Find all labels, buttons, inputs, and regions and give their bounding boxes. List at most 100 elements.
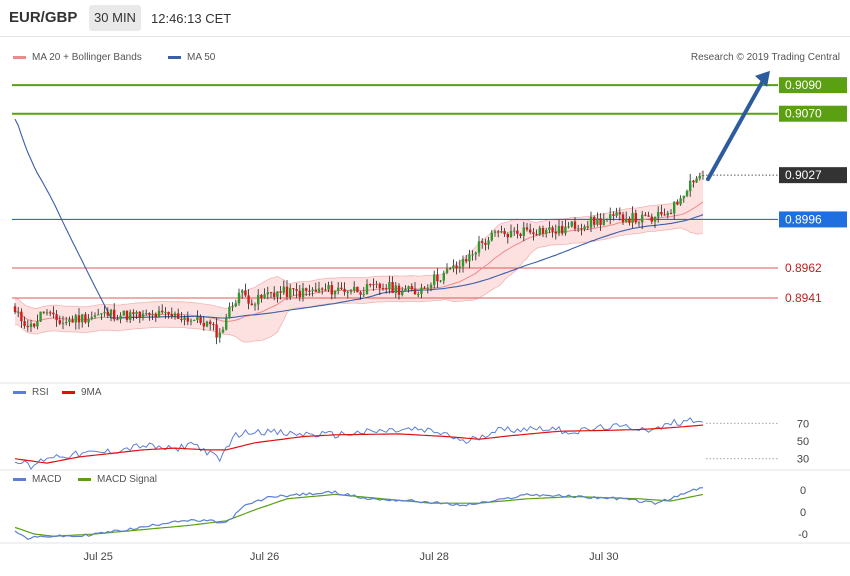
- symbol-title: EUR/GBP: [9, 9, 78, 26]
- rsi-tick-label: 50: [797, 436, 809, 448]
- forecast-arrow-shaft: [706, 76, 766, 182]
- candle-body: [106, 311, 109, 316]
- price-label-0-9070: 0.9070: [785, 107, 822, 121]
- legend-macd-swatch: [13, 478, 26, 481]
- candle-body: [663, 214, 666, 216]
- legend-rsi-swatch: [13, 391, 26, 394]
- clock-readout: 12:46:13 CET: [151, 11, 232, 26]
- candle-body: [605, 218, 609, 220]
- candle-body: [26, 325, 29, 328]
- candle-body: [311, 289, 314, 291]
- candle-body: [653, 216, 657, 222]
- candle-body: [666, 212, 669, 216]
- candle-body: [442, 272, 445, 281]
- candle-body: [65, 322, 68, 324]
- candle-body: [279, 291, 282, 293]
- candle-body: [356, 286, 359, 293]
- x-tick-label: Jul 25: [84, 551, 113, 563]
- candle-body: [490, 232, 493, 241]
- candle-body: [298, 290, 301, 298]
- candle-body: [660, 212, 663, 215]
- candle-body: [221, 329, 225, 333]
- candle-body: [17, 311, 20, 313]
- candle-body: [676, 201, 679, 205]
- legend-ma50-swatch: [168, 56, 181, 59]
- candle-body: [209, 321, 212, 325]
- candle-body: [692, 180, 695, 183]
- candle-body: [324, 289, 327, 291]
- candle-body: [253, 304, 257, 306]
- candle-body: [276, 291, 279, 297]
- candle-body: [359, 292, 362, 295]
- candle-body: [71, 319, 74, 323]
- candle-body: [164, 311, 167, 313]
- candle-body: [513, 230, 516, 232]
- candle-body: [241, 290, 244, 293]
- candle-body: [554, 231, 557, 234]
- candle-body: [218, 332, 221, 338]
- candle-body: [545, 230, 548, 234]
- candle-body: [375, 283, 378, 285]
- price-label-0-8941: 0.8941: [785, 291, 822, 305]
- chart-header: EUR/GBP 30 MIN 12:46:13 CET: [0, 0, 850, 36]
- candle-body: [634, 213, 637, 223]
- candle-body: [509, 231, 513, 238]
- candle-body: [61, 322, 65, 324]
- candle-body: [193, 320, 196, 322]
- candle-body: [407, 286, 410, 289]
- candle-body: [487, 240, 490, 245]
- bollinger-band: [15, 170, 703, 343]
- candle-body: [369, 284, 372, 286]
- candle-body: [244, 290, 247, 296]
- candle-body: [682, 195, 685, 199]
- candle-body: [631, 213, 634, 223]
- candle-body: [170, 314, 173, 317]
- candle-body: [481, 241, 484, 243]
- price-label-0-8996: 0.8996: [785, 212, 822, 226]
- candle-body: [593, 216, 596, 225]
- candle-body: [420, 287, 423, 295]
- candle-body: [449, 268, 452, 270]
- candle-body: [20, 311, 23, 322]
- candle-body: [650, 216, 653, 222]
- candle-body: [669, 212, 673, 214]
- candle-body: [327, 285, 330, 290]
- timeframe-selector[interactable]: 30 MIN: [89, 5, 141, 31]
- candle-body: [397, 285, 401, 295]
- candle-body: [436, 274, 439, 282]
- candle-body: [42, 311, 45, 313]
- candle-body: [90, 316, 93, 319]
- price-label-box: [779, 105, 847, 122]
- candle-body: [23, 321, 26, 326]
- header-divider: [0, 36, 850, 37]
- candle-body: [541, 227, 545, 234]
- candle-body: [410, 286, 413, 290]
- candle-body: [647, 215, 650, 217]
- candle-body: [615, 212, 618, 216]
- research-credit: Research © 2019 Trading Central: [690, 52, 840, 63]
- candle-body: [154, 313, 157, 318]
- candle-body: [471, 254, 474, 256]
- candle-body: [401, 291, 404, 295]
- candle-body: [263, 294, 266, 299]
- candle-body: [525, 227, 529, 230]
- candle-body: [13, 306, 17, 313]
- candle-body: [100, 313, 103, 315]
- candle-body: [305, 288, 308, 291]
- candle-body: [122, 310, 125, 316]
- candle-body: [161, 310, 164, 313]
- candle-body: [205, 321, 209, 327]
- candle-body: [138, 311, 141, 318]
- candle-body: [212, 324, 215, 326]
- candle-body: [333, 290, 337, 295]
- candle-body: [685, 191, 689, 196]
- candle-body: [628, 218, 631, 223]
- candle-body: [49, 312, 52, 314]
- candle-body: [551, 227, 554, 232]
- candle-body: [695, 178, 698, 183]
- candle-body: [461, 259, 465, 267]
- candle-body: [337, 287, 340, 291]
- candle-body: [637, 222, 641, 224]
- candle-body: [586, 226, 589, 228]
